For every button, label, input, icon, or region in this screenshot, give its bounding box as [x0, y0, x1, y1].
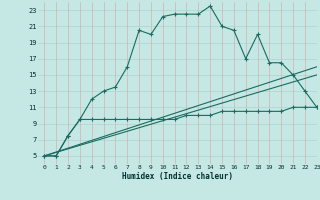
X-axis label: Humidex (Indice chaleur): Humidex (Indice chaleur) — [122, 172, 233, 181]
